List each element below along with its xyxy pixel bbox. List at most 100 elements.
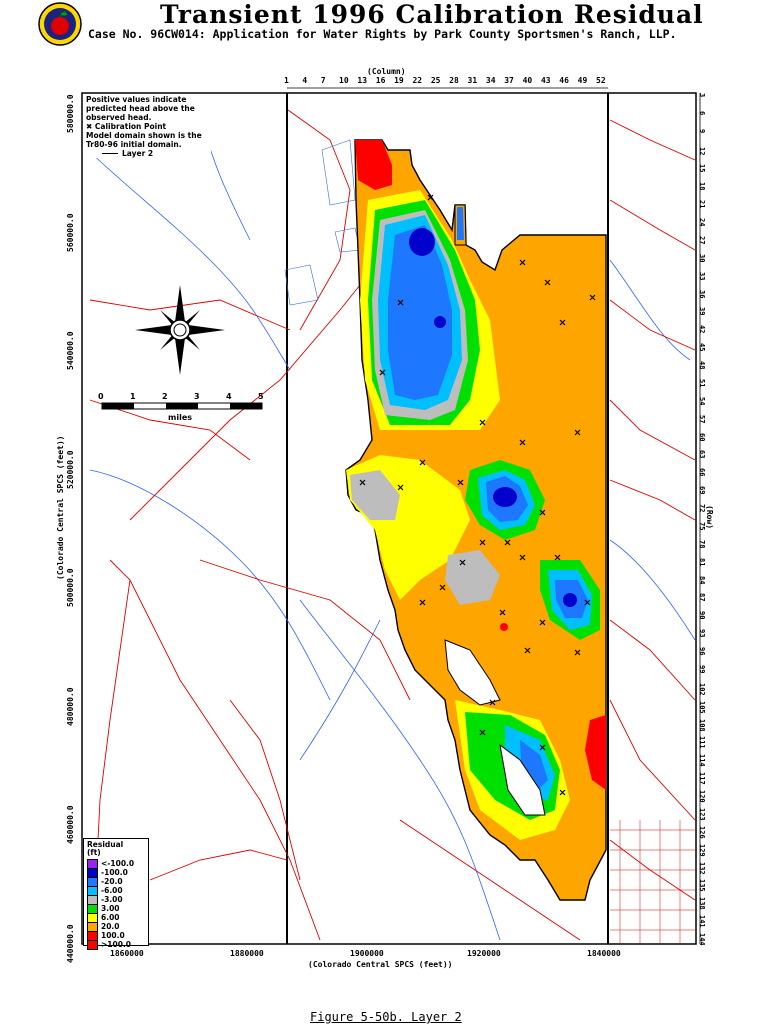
y-tick-label: 580000.0 [66, 94, 75, 133]
y-tick-label: 520000.0 [66, 450, 75, 489]
column-tick-label: 49 [577, 76, 588, 85]
y-tick-label: 460000.0 [66, 805, 75, 845]
column-tick-label: 10 [339, 76, 349, 85]
note-line: predicted head above the [86, 104, 195, 113]
note-line: observed head. [86, 113, 152, 122]
scale-tick-label: 0 [98, 392, 104, 401]
legend-label: >100.0 [101, 940, 132, 949]
column-tick-label: 16 [375, 76, 386, 85]
column-tick-label: 1 [284, 76, 289, 85]
scale-unit: miles [168, 413, 193, 422]
row-tick-label: 84 [698, 575, 706, 584]
column-tick-label: 7 [320, 76, 326, 85]
scale-tick-label: 5 [258, 392, 264, 401]
row-tick-label: 54 [698, 396, 706, 406]
row-tick-label: 129 [698, 843, 706, 857]
row-tick-label: 111 [698, 736, 706, 750]
column-tick-label: 40 [522, 76, 533, 85]
row-tick-label: 45 [698, 343, 706, 352]
x-tick-label: 1840000 [587, 949, 621, 958]
row-tick-label: 6 [698, 110, 706, 116]
y-axis-title: (Colorado Central SPCS (feet)) [56, 435, 65, 581]
row-tick-label: 105 [698, 700, 706, 714]
column-tick-label: 25 [430, 76, 441, 85]
x-tick-label: 1880000 [230, 949, 264, 958]
row-tick-label: 60 [698, 432, 706, 441]
row-tick-label: 78 [698, 539, 706, 549]
figure-caption: Figure 5-50b. Layer 2 [310, 1010, 462, 1024]
row-tick-label: 21 [698, 200, 706, 209]
row-tick-label: 18 [698, 182, 706, 191]
row-tick-label: 63 [698, 450, 706, 459]
scale-tick-label: 2 [162, 392, 168, 401]
compass-rose-icon [135, 285, 225, 375]
column-tick-label: 31 [467, 76, 478, 85]
column-tick-label: 28 [449, 76, 459, 85]
row-tick-label: 135 [698, 879, 706, 893]
legend-title-line: Residual [87, 840, 124, 849]
legend-label: <-100.0 [101, 859, 135, 868]
row-tick-label: 117 [698, 772, 706, 785]
row-tick-label: 123 [698, 807, 706, 821]
row-tick-label: 27 [698, 235, 706, 245]
row-tick-label: 3 [698, 93, 706, 98]
legend-label: 3.00 [101, 904, 120, 913]
note-line: ✖ Calibration Point [86, 122, 167, 131]
note-line: Positive values indicate [86, 95, 187, 104]
row-tick-label: 66 [698, 468, 706, 477]
row-tick-label: 108 [698, 718, 706, 732]
row-tick-label: 24 [698, 218, 706, 227]
legend-label: -20.0 [101, 877, 123, 886]
legend-swatch [87, 939, 98, 950]
y-tick-label: 500000.0 [66, 568, 75, 608]
scale-tick-label: 1 [130, 392, 136, 401]
row-axis-title: (Row) [705, 505, 714, 530]
column-axis-title: (Column) [367, 67, 406, 76]
row-tick-label: 138 [698, 897, 706, 910]
row-tick-label: 141 [698, 915, 706, 928]
scale-tick-label: 4 [226, 392, 232, 401]
column-tick-label: 52 [596, 76, 606, 85]
legend-item: >100.0 [84, 939, 148, 950]
column-tick-label: 4 [302, 76, 308, 85]
column-tick-label: 46 [559, 76, 569, 85]
y-tick-label: 540000.0 [66, 331, 75, 371]
column-tick-label: 22 [412, 76, 423, 85]
row-tick-label: 93 [698, 629, 706, 638]
row-tick-label: 96 [698, 647, 706, 656]
legend-label: 100.0 [101, 931, 125, 940]
scale-bar [101, 402, 263, 410]
column-tick-label: 13 [357, 76, 368, 85]
row-tick-label: 15 [698, 164, 706, 173]
map-notes: Positive values indicate predicted head … [86, 95, 211, 158]
y-tick-label: 440000.0 [66, 924, 75, 963]
row-tick-label: 69 [698, 486, 706, 495]
column-tick-labels: 1 4 7 10 13 16 19 22 25 28 31 34 37 40 43 46 49 52 [284, 76, 614, 88]
row-tick-label: 90 [698, 611, 706, 620]
row-tick-label: 99 [698, 664, 706, 674]
row-tick-label: 87 [698, 593, 706, 602]
legend-label: 6.00 [101, 913, 120, 922]
x-tick-labels: 1860000 1880000 1900000 1920000 1840000 [82, 949, 696, 961]
legend-label: -3.00 [101, 895, 123, 904]
row-tick-label: 126 [698, 825, 706, 839]
row-tick-label: 51 [698, 378, 706, 388]
row-tick-label: 144 [698, 933, 706, 946]
row-tick-label: 9 [698, 128, 706, 133]
layer-line-icon [102, 153, 118, 154]
row-tick-label: 132 [698, 861, 706, 875]
row-tick-label: 33 [698, 271, 706, 281]
column-tick-label: 19 [394, 76, 404, 85]
row-tick-label: 57 [698, 414, 706, 424]
legend-label: -6.00 [101, 886, 123, 895]
x-tick-label: 1900000 [350, 949, 384, 958]
residual-legend: Residual (ft) <-100.0 -100.0 -20.0 -6.00 -3.… [83, 838, 149, 950]
column-tick-label: 43 [540, 76, 551, 85]
row-tick-label: 42 [698, 325, 706, 334]
row-tick-label: 120 [698, 790, 706, 803]
map-title: Transient 1996 Calibration Residual [160, 0, 704, 29]
legend-label: 20.0 [101, 922, 120, 931]
scale-tick-label: 3 [194, 392, 200, 401]
column-tick-label: 34 [485, 76, 496, 85]
x-tick-label: 1920000 [467, 949, 501, 958]
